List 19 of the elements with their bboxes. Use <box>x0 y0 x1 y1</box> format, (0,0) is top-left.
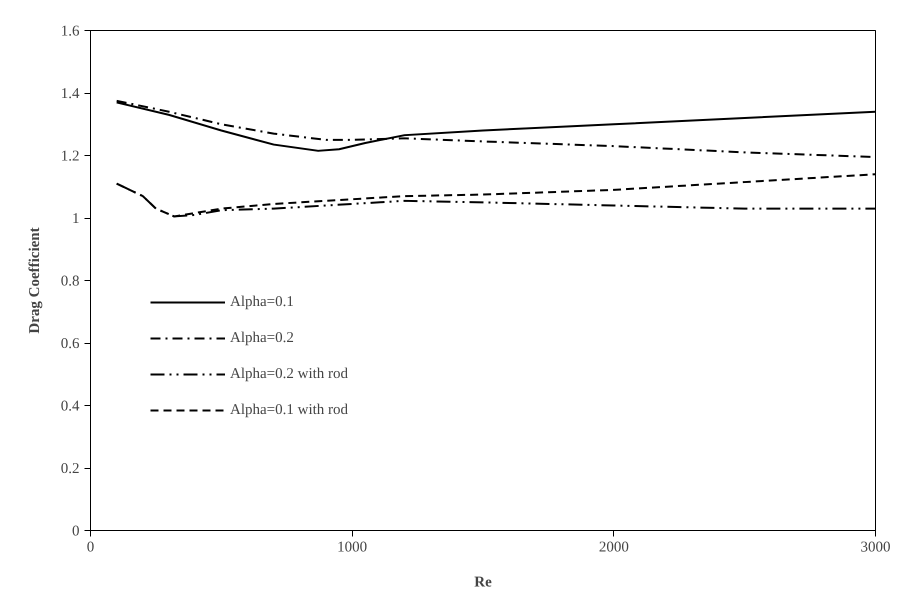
y-tick-label: 1.2 <box>60 148 80 164</box>
legend-label: Alpha=0.1 with rod <box>230 402 348 418</box>
y-tick-label: 0.2 <box>60 461 80 477</box>
legend-label: Alpha=0.2 with rod <box>230 366 348 382</box>
y-tick-label: 1.4 <box>60 86 80 102</box>
x-tick-label: 0 <box>86 540 94 556</box>
x-axis-title: Re <box>474 574 492 590</box>
y-tick-label: 0 <box>72 524 80 540</box>
y-tick-label: 1 <box>72 211 80 227</box>
legend-label: Alpha=0.2 <box>230 330 294 346</box>
x-tick-label: 3000 <box>860 540 890 556</box>
legend-label: Alpha=0.1 <box>230 294 294 310</box>
y-tick-label: 0.6 <box>60 336 80 352</box>
y-tick-label: 0.8 <box>60 274 80 290</box>
y-axis-title: Drag Coefficient <box>26 227 43 334</box>
y-tick-label: 0.4 <box>60 398 80 414</box>
x-tick-label: 2000 <box>598 540 629 556</box>
y-tick-label: 1.6 <box>60 24 80 40</box>
x-tick-label: 1000 <box>337 540 368 556</box>
